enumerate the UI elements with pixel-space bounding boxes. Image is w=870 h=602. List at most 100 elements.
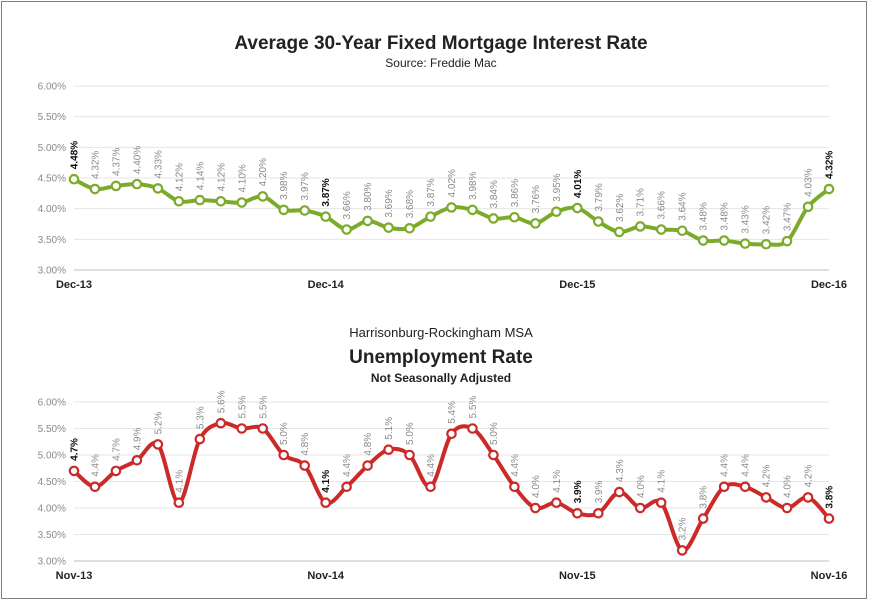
- mortgage-data-point: [278, 204, 290, 216]
- unemployment-y-tick-label: 4.50%: [38, 477, 66, 488]
- mortgage-data-label: 3.97%: [300, 172, 311, 200]
- unemployment-data-point: [697, 513, 709, 524]
- unemployment-data-point: [89, 481, 101, 493]
- mortgage-data-point: [488, 213, 499, 224]
- mortgage-data-point: [152, 183, 164, 194]
- unemployment-data-label: 5.0%: [405, 422, 416, 445]
- mortgage-data-point: [215, 196, 227, 207]
- unemployment-data-label: 5.5%: [237, 396, 248, 419]
- mortgage-data-point: [655, 224, 667, 235]
- unemployment-data-point: [634, 502, 646, 514]
- unemployment-data-label: 3.8%: [699, 486, 710, 509]
- mortgage-data-point: [362, 215, 373, 227]
- mortgage-data-point: [131, 178, 143, 190]
- unemployment-data-label: 4.2%: [762, 464, 773, 487]
- unemployment-data-point: [320, 497, 331, 508]
- mortgage-data-point: [676, 225, 688, 237]
- mortgage-data-label: 3.80%: [363, 182, 374, 210]
- mortgage-data-label: 4.32%: [825, 151, 836, 179]
- unemployment-y-tick-label: 4.00%: [38, 504, 66, 515]
- unemployment-y-tick-label: 5.00%: [38, 451, 66, 462]
- mortgage-data-point: [173, 196, 185, 207]
- mortgage-data-label: 4.02%: [447, 169, 458, 197]
- unemployment-data-label: 5.2%: [153, 411, 164, 434]
- unemployment-data-label: 3.2%: [678, 517, 689, 540]
- mortgage-data-label: 3.84%: [489, 180, 500, 208]
- unemployment-data-label: 4.8%: [363, 433, 374, 456]
- unemployment-data-point: [509, 481, 520, 493]
- unemployment-chart-subtitle: Not Seasonally Adjusted: [371, 371, 511, 385]
- unemployment-data-point: [68, 465, 80, 477]
- mortgage-data-point: [634, 221, 646, 232]
- unemployment-data-label: 4.3%: [615, 459, 626, 482]
- mortgage-data-point: [781, 235, 793, 247]
- unemployment-y-tick-label: 3.00%: [38, 557, 66, 568]
- unemployment-data-label: 3.9%: [573, 480, 584, 503]
- mortgage-data-point: [425, 211, 436, 222]
- unemployment-data-label: 4.7%: [111, 438, 122, 461]
- unemployment-data-point: [718, 481, 730, 493]
- mortgage-data-point: [802, 201, 814, 213]
- unemployment-data-point: [572, 507, 583, 519]
- unemployment-data-label: 4.1%: [657, 470, 668, 493]
- mortgage-data-label: 3.42%: [762, 206, 773, 234]
- mortgage-x-tick-label: Dec-15: [559, 279, 595, 291]
- mortgage-y-tick-label: 3.00%: [38, 266, 66, 277]
- unemployment-data-point: [341, 481, 352, 493]
- mortgage-chart-subtitle: Source: Freddie Mac: [385, 56, 496, 70]
- mortgage-data-label: 3.87%: [426, 178, 437, 206]
- mortgage-data-point: [572, 202, 583, 214]
- mortgage-data-point: [509, 211, 520, 223]
- mortgage-data-point: [467, 204, 478, 216]
- mortgage-data-label: 4.48%: [70, 141, 81, 169]
- unemployment-data-point: [110, 465, 122, 477]
- mortgage-data-label: 3.79%: [594, 183, 605, 211]
- unemployment-data-point: [257, 423, 269, 434]
- unemployment-data-label: 4.4%: [741, 454, 752, 477]
- unemployment-data-label: 5.6%: [216, 390, 227, 413]
- mortgage-data-label: 3.87%: [321, 178, 332, 206]
- mortgage-data-point: [823, 183, 835, 195]
- mortgage-data-label: 4.14%: [195, 162, 206, 190]
- mortgage-data-label: 3.66%: [657, 191, 668, 219]
- unemployment-data-point: [823, 513, 835, 524]
- mortgage-data-label: 4.20%: [258, 158, 269, 186]
- unemployment-data-label: 4.9%: [132, 427, 143, 450]
- unemployment-data-point: [530, 502, 541, 514]
- unemployment-data-label: 4.4%: [90, 454, 101, 477]
- mortgage-data-point: [718, 235, 730, 246]
- mortgage-data-point: [341, 224, 352, 235]
- mortgage-data-label: 3.43%: [741, 205, 752, 233]
- unemployment-data-label: 5.0%: [279, 422, 290, 445]
- unemployment-data-point: [383, 444, 394, 455]
- mortgage-y-tick-label: 6.00%: [38, 82, 66, 93]
- mortgage-data-label: 3.47%: [783, 203, 794, 231]
- unemployment-data-point: [760, 492, 772, 503]
- mortgage-data-point: [68, 173, 80, 185]
- unemployment-data-label: 4.4%: [426, 454, 437, 477]
- unemployment-data-label: 4.4%: [342, 454, 353, 477]
- unemployment-data-point: [194, 433, 206, 445]
- mortgage-y-tick-label: 3.50%: [38, 235, 66, 246]
- mortgage-data-point: [110, 180, 122, 192]
- mortgage-rate-plot: 3.00% 3.50% 4.00% 4.50% 5.00% 5.50% 6.00% Dec-1…: [38, 82, 847, 292]
- unemployment-data-point: [446, 428, 457, 440]
- mortgage-data-label: 3.98%: [468, 171, 479, 199]
- mortgage-data-point: [194, 194, 206, 206]
- mortgage-y-tick-label: 4.50%: [38, 174, 66, 185]
- mortgage-data-label: 4.33%: [153, 150, 164, 178]
- unemployment-data-label: 4.0%: [636, 475, 647, 498]
- mortgage-data-label: 3.48%: [720, 202, 731, 230]
- mortgage-data-label: 3.86%: [510, 179, 521, 207]
- unemployment-data-label: 3.8%: [825, 486, 836, 509]
- unemployment-data-point: [173, 497, 185, 508]
- mortgage-data-label: 3.68%: [405, 190, 416, 218]
- unemployment-y-tick-label: 5.50%: [38, 424, 66, 435]
- mortgage-x-tick-label: Dec-16: [811, 279, 847, 291]
- unemployment-data-label: 3.9%: [594, 480, 605, 503]
- unemployment-chart-title: Unemployment Rate: [349, 347, 533, 368]
- mortgage-data-label: 4.40%: [132, 146, 143, 174]
- mortgage-data-point: [593, 216, 604, 227]
- mortgage-data-label: 4.12%: [174, 163, 185, 191]
